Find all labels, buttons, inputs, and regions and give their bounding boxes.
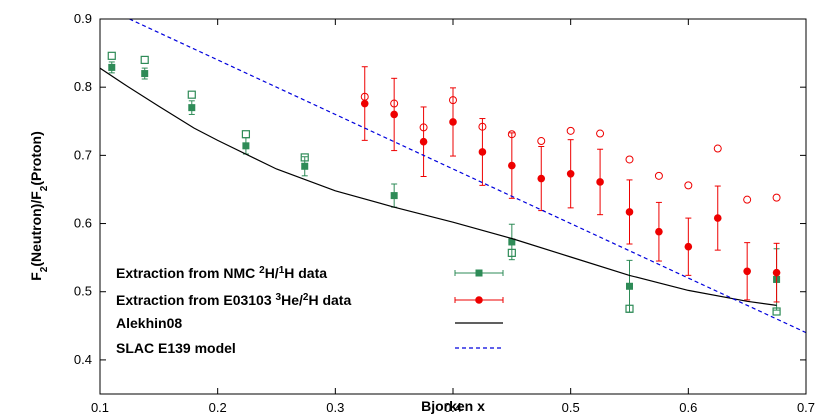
legend-label-part: 2 xyxy=(303,292,309,303)
open-circle-point xyxy=(566,126,575,135)
filled-circle-point xyxy=(537,174,546,183)
legend-label-part: 3 xyxy=(276,292,282,303)
open-circle-point xyxy=(684,181,693,190)
filled-circle-point xyxy=(596,178,604,186)
open-circle-point xyxy=(654,171,663,180)
filled-circle-point xyxy=(508,161,516,170)
legend-label: Extraction from E03103 3He/2H data xyxy=(116,292,351,309)
open-square-point xyxy=(187,90,196,99)
filled-square-point xyxy=(390,192,398,200)
open-circle-point xyxy=(713,144,722,153)
open-circle-point xyxy=(537,137,546,146)
x-tick-label: 0.2 xyxy=(209,400,227,415)
filled-circle-point xyxy=(449,118,457,126)
y-tick-label: 0.9 xyxy=(74,11,92,26)
x-tick-label: 0.5 xyxy=(562,400,580,415)
open-square-point xyxy=(772,307,781,316)
x-tick-label: 0.3 xyxy=(326,400,344,415)
filled-circle-point xyxy=(390,110,398,119)
y-tick-label: 0.5 xyxy=(74,284,92,299)
open-circle-point xyxy=(449,96,457,105)
legend-label: Alekhin08 xyxy=(116,315,182,331)
plot-frame xyxy=(99,18,807,395)
filled-square-point xyxy=(188,104,196,112)
open-circle-point xyxy=(390,99,399,108)
y-tick-label: 0.4 xyxy=(74,352,92,367)
y-tick-label: 0.7 xyxy=(74,147,92,162)
legend-label-part: H/ xyxy=(265,265,279,281)
open-circle-point xyxy=(419,123,428,132)
open-circle-point xyxy=(596,129,605,138)
x-axis-title: Bjorken x xyxy=(421,398,485,414)
open-circle-point xyxy=(478,122,487,131)
legend-label-part: Alekhin08 xyxy=(116,315,182,331)
open-square-point xyxy=(625,304,634,313)
y-axis-title-part: (Proton) xyxy=(28,131,44,185)
legend: Extraction from NMC 2H/1H dataExtraction… xyxy=(116,265,504,356)
open-square-point xyxy=(107,51,116,60)
legend-label-part: Extraction from E03103 xyxy=(116,292,276,308)
filled-circle-point xyxy=(772,268,781,277)
y-axis-title-part: 2 xyxy=(39,266,50,272)
filled-circle-point xyxy=(478,148,487,156)
legend-label-part: 2 xyxy=(259,265,265,276)
filled-circle-point xyxy=(655,227,663,236)
y-tick-label: 0.6 xyxy=(74,216,92,231)
filled-circle-point xyxy=(566,169,575,178)
open-square-point xyxy=(507,248,516,257)
filled-circle-point xyxy=(625,208,634,216)
legend-label: Extraction from NMC 2H/1H data xyxy=(116,265,327,282)
filled-square-point xyxy=(242,142,250,150)
legend-sample-circle xyxy=(475,296,483,304)
open-square-point xyxy=(140,55,149,65)
y-axis-title-part: 2 xyxy=(39,185,50,191)
open-circle-point xyxy=(743,195,752,204)
legend-label-part: Extraction from NMC xyxy=(116,265,259,281)
legend-label: SLAC E139 model xyxy=(116,340,236,356)
legend-label-part: 1 xyxy=(279,265,285,276)
open-circle-point xyxy=(625,155,634,164)
x-tick-label: 0.1 xyxy=(91,400,109,415)
filled-circle-point xyxy=(360,99,369,108)
open-circle-point xyxy=(360,92,369,101)
data-layer xyxy=(100,19,806,334)
legend-label-part: H data xyxy=(284,265,327,281)
legend-sample-square xyxy=(475,269,483,277)
filled-square-point xyxy=(108,63,116,71)
filled-square-point xyxy=(301,162,309,170)
open-circle-point xyxy=(507,130,516,139)
filled-square-point xyxy=(508,238,516,246)
y-axis-title-part: (Neutron)/F xyxy=(28,191,44,267)
open-square-point xyxy=(300,153,309,162)
open-circle-point xyxy=(772,193,781,202)
x-tick-label: 0.4 xyxy=(444,400,462,415)
y-axis-title-part: F xyxy=(28,272,44,281)
x-tick-label: 0.7 xyxy=(797,400,815,415)
x-tick-label: 0.6 xyxy=(679,400,697,415)
filled-circle-point xyxy=(743,267,751,276)
alekhin08-curve xyxy=(100,67,777,306)
y-tick-label: 0.8 xyxy=(74,79,92,94)
filled-square-point xyxy=(626,282,633,290)
filled-circle-point xyxy=(684,242,693,251)
filled-circle-point xyxy=(713,214,722,222)
filled-circle-point xyxy=(419,137,428,146)
legend-label-part: SLAC E139 model xyxy=(116,340,236,356)
open-square-point xyxy=(241,130,251,139)
filled-square-point xyxy=(141,70,149,78)
legend-label-part: H data xyxy=(308,292,351,308)
y-axis-title: F2(Neutron)/F2(Proton) xyxy=(28,131,50,281)
legend-label-part: He/ xyxy=(281,292,303,308)
slac-e139-model-line xyxy=(129,19,806,334)
